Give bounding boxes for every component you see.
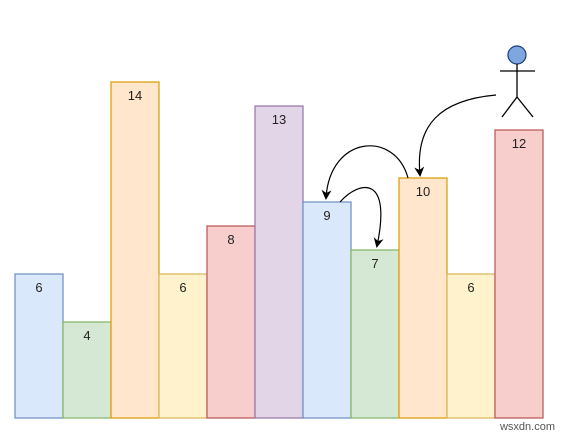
bar-6	[254, 105, 304, 419]
bar-2-label: 4	[83, 328, 90, 343]
bar-11-label: 12	[512, 136, 526, 151]
person-head	[507, 45, 527, 65]
bar-10-label: 6	[467, 280, 474, 295]
bar-11	[494, 129, 544, 419]
watermark: wsxdn.com	[499, 421, 555, 433]
arrow-bar-9-to-bar-7	[339, 187, 384, 248]
bar-1-label: 6	[35, 280, 42, 295]
stick-figure-icon	[500, 45, 535, 118]
bar-3-label: 14	[128, 88, 142, 103]
person-right-leg	[516, 96, 534, 118]
bar-5-label: 8	[227, 232, 234, 247]
arrow-bar-10-to-bar-9	[321, 145, 409, 200]
bar-9-label: 10	[416, 184, 430, 199]
bar-8-label: 7	[371, 256, 378, 271]
bar-7	[302, 201, 352, 419]
bar-5	[206, 225, 256, 419]
bar-4	[158, 273, 208, 419]
arrow-person-to-bar-10	[414, 94, 497, 177]
bar-3	[110, 81, 160, 419]
bar-1	[14, 273, 64, 419]
bar-6-label: 13	[272, 112, 286, 127]
bar-2	[62, 321, 112, 419]
bar-8	[350, 249, 400, 419]
bar-7-label: 9	[323, 208, 330, 223]
person-left-leg	[501, 96, 518, 118]
bar-9	[398, 177, 448, 419]
bar-4-label: 6	[179, 280, 186, 295]
bar-10	[446, 273, 496, 419]
bars-group: 6 4 14 6 8 13 9 7 10 6 12	[14, 81, 544, 419]
